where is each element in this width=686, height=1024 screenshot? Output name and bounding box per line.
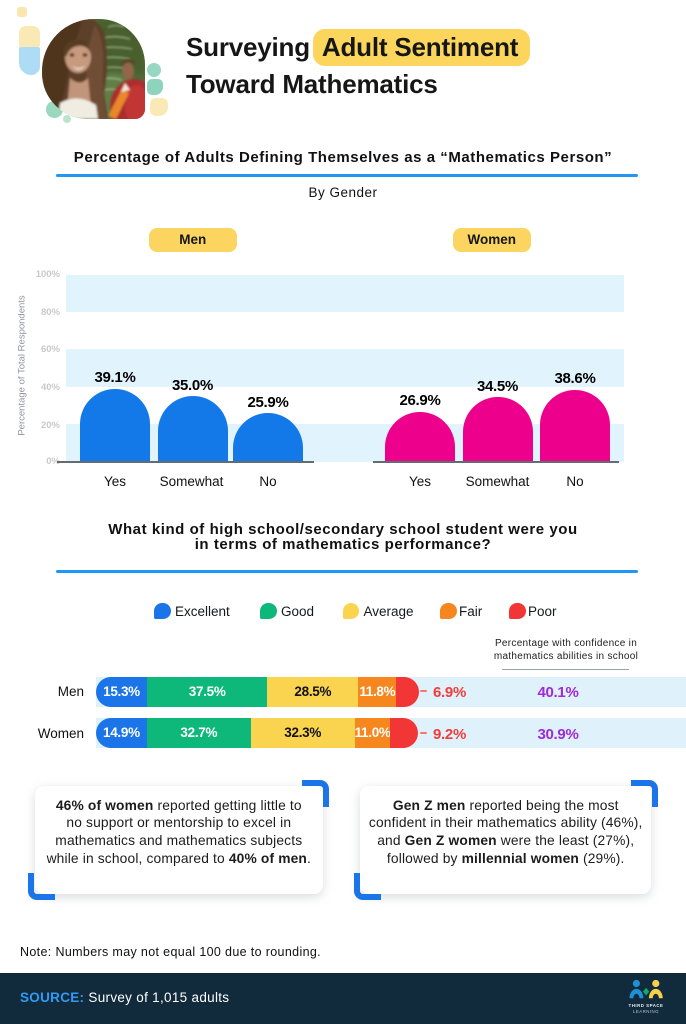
- svg-text:LEARNING: LEARNING: [633, 1009, 659, 1014]
- svg-text:THIRD SPACE: THIRD SPACE: [629, 1003, 664, 1008]
